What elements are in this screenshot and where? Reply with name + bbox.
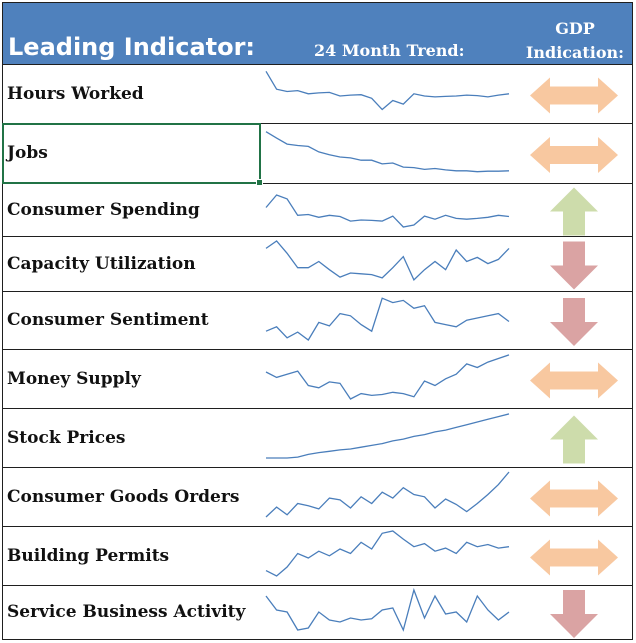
indicator-row-consumer-spending: Consumer Spending [2, 184, 633, 237]
sideways-arrow-shape [530, 77, 618, 114]
indicator-label[interactable]: Consumer Spending [7, 199, 200, 220]
indicator-label[interactable]: Money Supply [7, 368, 141, 389]
gdp-indication-up-arrow-icon [550, 187, 598, 236]
indicator-label[interactable]: Consumer Goods Orders [7, 486, 240, 507]
leading-indicator-header: Leading Indicator: [8, 33, 256, 61]
trend-line [265, 354, 510, 400]
gdp-header-line1: GDP [555, 19, 595, 38]
gdp-indication-sideways-arrow-icon [530, 362, 618, 399]
trend-line [265, 240, 510, 282]
gdp-indication-down-arrow-icon [550, 298, 598, 346]
gdp-indication-down-arrow-icon [550, 241, 598, 290]
down-arrow-shape [550, 298, 598, 346]
trend-line [265, 70, 510, 111]
indicator-label[interactable]: Consumer Sentiment [7, 310, 209, 330]
trend-sparkline [265, 587, 510, 632]
trend-line [266, 413, 510, 459]
trend-sparkline [265, 240, 510, 282]
trend-sparkline [265, 354, 510, 400]
header-row: Leading Indicator: 24 Month Trend: GDP I… [2, 2, 633, 65]
sideways-arrow-shape [530, 539, 618, 576]
selected-cell-outline[interactable] [2, 123, 263, 186]
indicator-row-service-business-activity: Service Business Activity [2, 586, 633, 640]
up-arrow-shape [550, 187, 598, 236]
trend-header: 24 Month Trend: [314, 41, 465, 60]
gdp-indication-sideways-arrow-icon [530, 539, 618, 576]
indicator-row-hours-worked: Hours Worked [2, 65, 633, 124]
trend-line [265, 297, 510, 341]
trend-line [265, 530, 510, 577]
trend-line [265, 587, 510, 632]
trend-sparkline [265, 530, 510, 577]
gdp-indication-header: GDP Indication: [517, 17, 633, 65]
trend-sparkline [265, 131, 510, 173]
trend-sparkline [265, 194, 510, 228]
indicator-label[interactable]: Capacity Utilization [7, 253, 196, 274]
indicator-label[interactable]: Hours Worked [7, 83, 144, 104]
indicator-row-consumer-sentiment: Consumer Sentiment [2, 292, 633, 350]
gdp-indication-up-arrow-icon [550, 415, 598, 464]
trend-sparkline [266, 413, 510, 459]
sideways-arrow-shape [530, 362, 618, 399]
indicator-label[interactable]: Building Permits [7, 545, 170, 566]
indicator-label[interactable]: Jobs [7, 143, 48, 163]
trend-line [265, 131, 510, 173]
sideways-arrow-shape [530, 480, 618, 517]
trend-sparkline [265, 471, 510, 518]
indicator-row-stock-prices: Stock Prices [2, 409, 633, 468]
gdp-header-line2: Indication: [525, 43, 625, 62]
indicator-row-building-permits: Building Permits [2, 527, 633, 586]
indicator-label[interactable]: Service Business Activity [7, 602, 246, 622]
indicator-row-jobs: Jobs [2, 124, 633, 184]
gdp-indication-sideways-arrow-icon [530, 137, 618, 173]
indicator-row-capacity-utilization: Capacity Utilization [2, 237, 633, 292]
down-arrow-shape [550, 590, 598, 638]
sideways-arrow-shape [530, 137, 618, 173]
indicator-row-consumer-goods-orders: Consumer Goods Orders [2, 468, 633, 527]
indicator-label[interactable]: Stock Prices [7, 427, 126, 448]
fill-handle[interactable] [256, 179, 263, 186]
up-arrow-shape [550, 415, 598, 464]
indicator-row-money-supply: Money Supply [2, 350, 633, 409]
gdp-indication-sideways-arrow-icon [530, 77, 618, 114]
trend-sparkline [265, 70, 510, 111]
trend-line [265, 194, 510, 228]
trend-sparkline [265, 297, 510, 341]
gdp-indication-sideways-arrow-icon [530, 480, 618, 517]
gdp-indication-down-arrow-icon [550, 590, 598, 638]
down-arrow-shape [550, 241, 598, 290]
trend-line [265, 471, 510, 518]
